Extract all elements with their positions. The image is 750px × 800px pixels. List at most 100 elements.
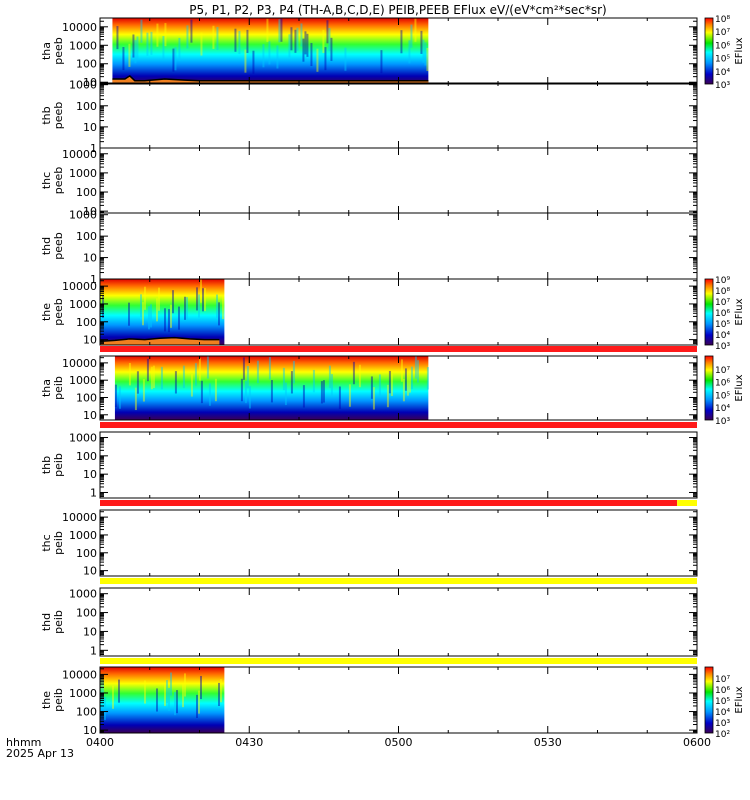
spectrogram-striation xyxy=(200,675,202,700)
colorbar-tick-label: 10⁴ xyxy=(715,68,730,78)
spectrogram-striation xyxy=(168,309,170,333)
spectrogram-striation xyxy=(202,288,204,312)
spectrogram-striation xyxy=(142,379,145,402)
spectrogram-fill xyxy=(112,18,429,84)
spectrogram-striation xyxy=(302,38,305,62)
spectrogram-striation xyxy=(284,382,287,406)
spectrogram-striation xyxy=(328,365,331,389)
panel-frame xyxy=(99,212,698,280)
spectrogram-striation xyxy=(208,383,211,406)
spacecraft-potential-line xyxy=(112,74,429,82)
spectrogram-striation xyxy=(116,26,119,50)
spectrogram-striation xyxy=(288,34,291,58)
y-tick-label: 10000 xyxy=(62,668,97,681)
spectrogram-striation xyxy=(172,48,175,72)
panel-thd-peib: 1 10 100 1000 thd peib xyxy=(40,587,698,664)
spectrogram-striation xyxy=(156,298,158,322)
spectrogram-striation xyxy=(328,28,331,52)
spectrogram-striation xyxy=(160,366,163,390)
spectrogram-striation xyxy=(296,27,299,51)
spectrogram-striation xyxy=(186,297,188,321)
spectrogram-striation xyxy=(242,357,245,380)
y-tick-label: 100 xyxy=(76,706,97,719)
colorbar-label: EFlux xyxy=(734,686,745,713)
colorbar-tick-label: 10⁶ xyxy=(715,686,730,696)
colorbar-tick-label: 10⁵ xyxy=(715,697,730,707)
y-tick-label: 1000 xyxy=(69,529,97,542)
spectrogram-striation xyxy=(142,302,144,326)
y-axis-label: peeb xyxy=(52,298,65,326)
spectrogram-striation xyxy=(388,370,391,394)
spectrogram-striation xyxy=(200,380,203,404)
y-tick-label: 10 xyxy=(83,565,97,578)
spectrogram-striation xyxy=(214,378,217,402)
panel-frame xyxy=(99,587,698,657)
spectrogram-striation xyxy=(118,679,120,703)
spectrogram-striation xyxy=(292,360,295,384)
colorbar-tick-label: 10⁸ xyxy=(715,15,730,25)
spectrogram-striation xyxy=(182,684,184,708)
spectrogram-striation xyxy=(218,302,220,326)
spectrogram-striation xyxy=(178,37,181,61)
spectrogram-striation xyxy=(326,20,329,44)
spectrogram-striation xyxy=(212,25,215,49)
y-tick-label: 10 xyxy=(83,252,97,265)
y-tick-label: 10000 xyxy=(62,357,97,370)
y-tick-label: 1000 xyxy=(69,374,97,387)
spectrogram-striation xyxy=(174,47,177,71)
low-energy-fill xyxy=(112,75,429,84)
spectrogram-striation xyxy=(302,385,305,408)
y-tick-label: 100 xyxy=(76,230,97,243)
spectrogram-fill xyxy=(100,667,225,733)
spectrogram-striation xyxy=(410,24,413,48)
spectrogram-striation xyxy=(348,384,351,407)
y-axis-label: thc xyxy=(40,534,53,551)
spectrogram-striation xyxy=(144,680,146,704)
time-axis-date: 2025 Apr 13 xyxy=(6,747,74,760)
spectrogram-striation xyxy=(408,40,411,64)
spectrogram-striation xyxy=(290,27,293,51)
panel-tha-peeb: 10 100 1000 10000 tha peeb 10⁸ 10⁷ 10⁶ 10⁵ 10⁴ 10³ E… xyxy=(40,15,745,91)
spectrogram-striation xyxy=(146,358,149,382)
spectrogram-striation xyxy=(270,379,273,403)
spectrogram-striation xyxy=(216,26,219,51)
spectrogram-striation xyxy=(184,673,186,697)
spectrogram-striation xyxy=(310,42,313,67)
spectrogram-striation xyxy=(140,19,143,43)
spectrogram-striation xyxy=(256,360,259,384)
spacecraft-potential-line xyxy=(100,336,220,343)
spectrogram-fill xyxy=(100,279,225,345)
y-axis-label: the xyxy=(40,691,53,709)
spectrogram-striation xyxy=(358,364,361,388)
colorbar xyxy=(704,278,714,346)
spectrogram-striation xyxy=(370,376,373,399)
spectrogram-striation xyxy=(234,28,237,52)
status-bar-yellow xyxy=(100,658,697,664)
spectrogram-striation xyxy=(220,679,222,703)
spectrogram-striation xyxy=(156,688,158,712)
spectrogram-striation xyxy=(150,31,153,55)
spectrogram-striation xyxy=(156,23,159,47)
colorbar xyxy=(704,355,714,421)
spectrogram-striation xyxy=(128,302,130,326)
colorbar-label: EFlux xyxy=(734,298,745,325)
status-bar-yellow xyxy=(677,500,697,506)
spectrogram-striation xyxy=(118,386,121,409)
spectrogram-striation xyxy=(426,367,429,390)
spectrogram-striation xyxy=(150,366,153,390)
spectrogram-striation xyxy=(144,286,146,310)
spectrogram-striation xyxy=(408,370,411,393)
y-tick-label: 1000 xyxy=(69,209,97,222)
spectrogram-striation xyxy=(414,356,417,379)
colorbar-tick-label: 10³ xyxy=(715,719,730,729)
panel-frame xyxy=(99,147,698,214)
spectrogram-striation xyxy=(152,365,155,389)
colorbar-tick-label: 10⁷ xyxy=(715,675,730,685)
time-axis-label: hhmm xyxy=(6,736,41,749)
y-tick-label: 10 xyxy=(83,76,97,89)
y-axis-label: tha xyxy=(40,379,53,397)
y-tick-label: 1 xyxy=(90,644,97,657)
y-tick-label: 1 xyxy=(90,142,97,155)
